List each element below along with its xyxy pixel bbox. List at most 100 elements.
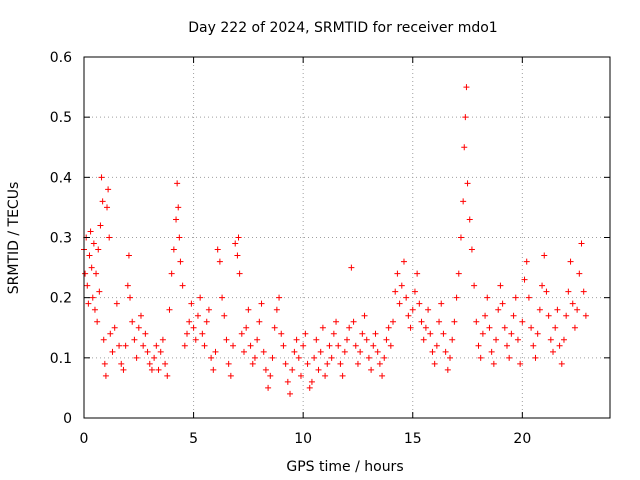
data-point: [260, 348, 267, 355]
data-point: [86, 252, 93, 259]
data-point: [411, 288, 418, 295]
data-point: [429, 348, 436, 355]
data-point: [514, 336, 521, 343]
data-point: [400, 258, 407, 265]
data-point: [142, 330, 149, 337]
data-point: [427, 330, 434, 337]
data-point: [173, 216, 180, 223]
data-point: [254, 336, 261, 343]
data-point: [256, 318, 263, 325]
data-point: [212, 348, 219, 355]
data-point: [137, 312, 144, 319]
data-point: [99, 198, 106, 205]
data-point: [431, 360, 438, 367]
data-point: [109, 348, 116, 355]
data-point: [168, 270, 175, 277]
data-point: [337, 360, 344, 367]
data-point: [344, 336, 350, 343]
data-point: [473, 318, 480, 325]
data-point: [300, 342, 307, 349]
data-point: [354, 360, 361, 367]
data-point: [245, 306, 252, 313]
data-point: [499, 300, 506, 307]
data-point: [341, 348, 348, 355]
data-point: [90, 240, 97, 247]
data-point: [135, 324, 142, 331]
data-point: [422, 324, 429, 331]
data-point: [541, 252, 548, 259]
data-point: [372, 330, 379, 337]
data-point: [536, 306, 543, 313]
data-point: [227, 372, 234, 379]
data-point: [280, 342, 287, 349]
data-point: [576, 270, 583, 277]
data-point: [466, 216, 473, 223]
data-point: [144, 348, 151, 355]
data-point: [85, 300, 92, 307]
data-point: [219, 294, 226, 301]
data-point: [282, 360, 289, 367]
data-point: [251, 354, 258, 361]
data-point: [554, 306, 561, 313]
data-point: [462, 114, 469, 121]
data-point: [510, 312, 517, 319]
data-point: [194, 312, 201, 319]
data-point: [365, 354, 372, 361]
y-tick-labels: 0 0.1 0.2 0.3 0.4 0.5 0.6: [50, 50, 72, 427]
data-point: [95, 246, 102, 253]
data-point: [556, 342, 563, 349]
data-point: [210, 366, 217, 373]
data-point: [230, 342, 237, 349]
data-point: [267, 372, 274, 379]
data-point: [116, 342, 123, 349]
data-point: [174, 180, 181, 187]
data-point: [291, 348, 298, 355]
data-point: [547, 336, 554, 343]
data-point: [155, 366, 162, 373]
data-point: [444, 366, 451, 373]
data-point: [289, 366, 296, 373]
y-tick-label: 0.1: [50, 351, 72, 367]
data-point: [247, 342, 254, 349]
data-point: [104, 204, 111, 211]
data-point: [232, 240, 239, 247]
data-point: [205, 306, 212, 313]
data-point: [234, 252, 241, 259]
data-point: [235, 234, 242, 241]
data-point: [308, 378, 315, 385]
x-tick-label: 20: [513, 431, 531, 447]
data-point: [506, 354, 513, 361]
data-point: [398, 282, 405, 289]
data-point: [125, 252, 132, 259]
data-point: [295, 354, 302, 361]
data-point: [383, 336, 390, 343]
data-point: [184, 330, 191, 337]
data-point: [550, 348, 557, 355]
data-point: [208, 354, 215, 361]
data-point: [512, 294, 519, 301]
data-point: [488, 348, 495, 355]
data-point: [420, 336, 427, 343]
data-point: [442, 348, 449, 355]
data-point: [418, 318, 425, 325]
data-point: [97, 222, 104, 229]
y-axis-label: SRMTID / TECUs: [6, 182, 22, 295]
data-point: [475, 342, 482, 349]
data-point: [240, 348, 247, 355]
data-point: [243, 324, 250, 331]
chart-title: Day 222 of 2024, SRMTID for receiver mdo…: [188, 20, 497, 36]
data-point: [457, 234, 464, 241]
data-point: [528, 324, 535, 331]
data-point: [262, 366, 269, 373]
data-point: [179, 282, 186, 289]
data-point: [157, 348, 164, 355]
data-point: [317, 348, 324, 355]
data-point: [216, 258, 223, 265]
data-point: [107, 330, 114, 337]
x-tick-labels: 0 5 10 15 20: [80, 431, 532, 447]
data-point: [484, 294, 491, 301]
data-point: [127, 294, 134, 301]
x-tick-label: 0: [80, 431, 89, 447]
data-point: [392, 288, 399, 295]
data-point: [525, 294, 532, 301]
